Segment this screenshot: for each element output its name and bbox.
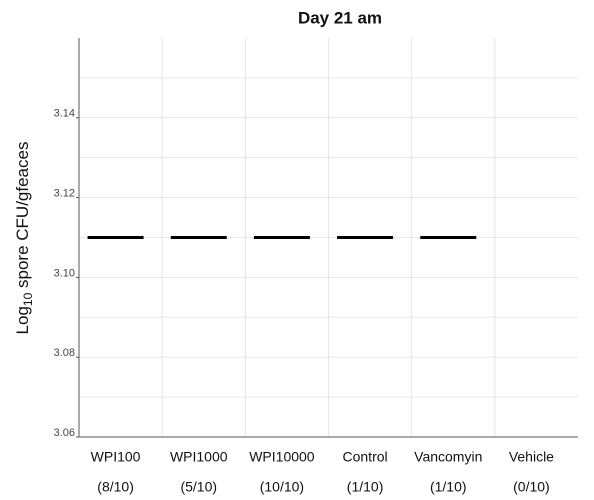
y-tick-label: 3.10 [54, 267, 75, 279]
x-tick-sublabel: (10/10) [260, 479, 304, 495]
y-tick-label: 3.08 [54, 347, 75, 359]
x-tick-label: Control [343, 449, 388, 465]
x-tick-label: WPI10000 [249, 449, 315, 465]
x-tick-label: WPI1000 [170, 449, 228, 465]
y-label-suffix: spore CFU/gfeaces [13, 142, 32, 293]
x-tick-sublabel: (1/10) [430, 479, 467, 495]
x-tick-label: Vancomyin [414, 449, 482, 465]
y-tick-label: 3.06 [54, 427, 75, 439]
x-tick-label: WPI100 [91, 449, 141, 465]
x-tick-sublabel: (8/10) [97, 479, 134, 495]
y-axis-label: Log10 spore CFU/gfeaces [13, 142, 35, 335]
x-tick-sublabel: (0/10) [513, 479, 550, 495]
y-tick-label: 3.14 [54, 108, 75, 120]
x-tick-sublabel: (5/10) [180, 479, 217, 495]
x-tick-sublabel: (1/10) [347, 479, 384, 495]
y-label-subscript: 10 [21, 292, 35, 306]
y-tick-label: 3.12 [54, 188, 75, 200]
x-tick-label: Vehicle [509, 449, 554, 465]
y-label-prefix: Log [13, 306, 32, 334]
chart-title: Day 21 am [298, 8, 382, 27]
